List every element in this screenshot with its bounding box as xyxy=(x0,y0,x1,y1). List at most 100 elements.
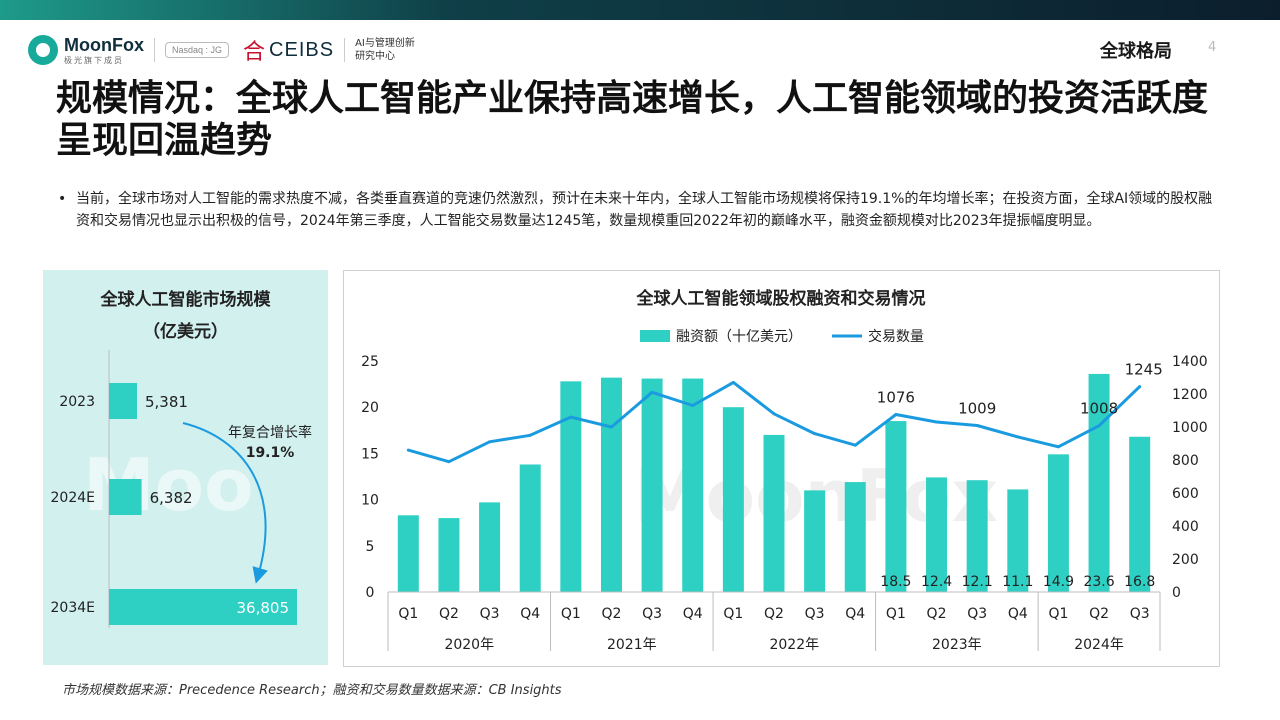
legend-line-label: 交易数量 xyxy=(868,328,924,345)
deal-count-point xyxy=(650,390,654,394)
x-quarter-label: Q1 xyxy=(398,606,418,622)
market-size-bar xyxy=(109,589,297,625)
funding-bar xyxy=(438,518,460,592)
funding-value-label: 14.9 xyxy=(1043,574,1074,590)
y-right-tick-label: 1000 xyxy=(1172,420,1208,436)
deal-count-point xyxy=(772,412,776,416)
bullet-icon: • xyxy=(58,191,67,207)
x-year-label: 2021年 xyxy=(607,637,657,653)
funding-bar xyxy=(682,378,704,592)
deal-count-point xyxy=(1056,445,1060,449)
funding-bar xyxy=(1047,454,1069,592)
market-size-category-label: 2024E xyxy=(51,490,95,506)
deal-count-label: 1076 xyxy=(877,388,915,406)
y-left-tick-label: 10 xyxy=(361,493,379,509)
funding-bar xyxy=(722,407,744,592)
funding-bar xyxy=(804,490,826,592)
x-quarter-label: Q2 xyxy=(927,606,947,622)
moonfox-logo-icon xyxy=(28,35,58,65)
deal-count-point xyxy=(528,433,532,437)
x-quarter-label: Q4 xyxy=(1008,606,1028,622)
deal-count-point xyxy=(1016,435,1020,439)
funding-bar xyxy=(600,377,622,592)
summary-text: 当前，全球市场对人工智能的需求热度不减，各类垂直赛道的竞速仍然激烈，预计在未来十… xyxy=(76,191,1213,229)
funding-bar xyxy=(885,421,907,592)
y-left-tick-label: 5 xyxy=(366,539,375,555)
x-year-label: 2022年 xyxy=(769,637,819,653)
deal-count-point xyxy=(691,404,695,408)
funding-bar xyxy=(479,502,501,592)
deal-count-point xyxy=(609,425,613,429)
x-year-label: 2023年 xyxy=(932,637,982,653)
funding-value-label: 11.1 xyxy=(1002,574,1033,590)
x-quarter-label: Q4 xyxy=(845,606,865,622)
legend-bar-label: 融资额（十亿美元） xyxy=(676,329,802,345)
funding-bar xyxy=(966,480,988,592)
x-quarter-label: Q2 xyxy=(602,606,622,622)
market-size-bar xyxy=(109,479,142,515)
x-quarter-label: Q3 xyxy=(1130,606,1150,622)
deal-count-label: 1009 xyxy=(958,400,996,418)
partner-subtitle-line2: 研究中心 xyxy=(355,51,396,62)
funding-bar xyxy=(844,482,866,592)
x-quarter-label: Q3 xyxy=(642,606,662,622)
x-quarter-label: Q3 xyxy=(805,606,825,622)
ceibs-logo-icon: 合 xyxy=(243,40,266,65)
market-size-value-label: 5,381 xyxy=(145,393,188,411)
investment-panel: MoonFox 全球人工智能领域股权融资和交易情况 融资额（十亿美元） 交易数量… xyxy=(343,270,1220,667)
deal-count-point xyxy=(975,424,979,428)
top-banner xyxy=(0,0,1280,20)
partner-name: CEIBS xyxy=(269,38,335,61)
y-right-tick-label: 800 xyxy=(1172,453,1199,469)
funding-bar xyxy=(763,434,785,592)
cagr-label: 年复合增长率 xyxy=(228,424,312,441)
y-right-tick-label: 0 xyxy=(1172,585,1181,601)
deal-count-label: 1008 xyxy=(1080,400,1118,418)
deal-count-point xyxy=(1138,385,1142,389)
x-quarter-label: Q1 xyxy=(561,606,581,622)
partner-divider xyxy=(344,38,346,62)
market-size-panel: 全球人工智能市场规模 （亿美元） Moo 2023 5,381 2024E 6,382… xyxy=(43,270,328,665)
funding-value-label: 18.5 xyxy=(880,574,911,590)
y-right-tick-label: 200 xyxy=(1172,552,1199,568)
x-quarter-label: Q2 xyxy=(764,606,784,622)
deal-count-label: 1245 xyxy=(1125,361,1163,379)
y-left-tick-label: 0 xyxy=(366,585,375,601)
market-size-category-label: 2023 xyxy=(59,394,95,410)
x-quarter-label: Q1 xyxy=(1048,606,1068,622)
source-note: 市场规模数据来源：Precedence Research；融资和交易数量数据来源… xyxy=(62,683,562,698)
logo-divider xyxy=(153,38,155,62)
market-size-title-line1: 全球人工智能市场规模 xyxy=(100,290,271,310)
y-left-tick-label: 15 xyxy=(361,446,379,462)
brand-name: MoonFox xyxy=(64,34,144,55)
x-quarter-label: Q2 xyxy=(1089,606,1109,622)
header-logos: MoonFox 极光旗下成员 Nasdaq : JG 合 CEIBS AI与管理… xyxy=(28,30,415,70)
deal-count-point xyxy=(447,460,451,464)
y-left-tick-label: 20 xyxy=(361,400,379,416)
partner-subtitle: AI与管理创新 研究中心 xyxy=(355,37,415,63)
funding-bar xyxy=(397,515,419,592)
funding-bar xyxy=(926,477,948,592)
y-right-tick-label: 400 xyxy=(1172,519,1199,535)
deal-count-point xyxy=(488,440,492,444)
x-quarter-label: Q4 xyxy=(683,606,703,622)
x-year-label: 2020年 xyxy=(444,637,494,653)
x-quarter-label: Q1 xyxy=(723,606,743,622)
x-year-label: 2024年 xyxy=(1074,637,1124,653)
funding-bar xyxy=(641,378,663,592)
deal-count-point xyxy=(406,448,410,452)
investment-chart-title: 全球人工智能领域股权融资和交易情况 xyxy=(636,288,926,309)
x-quarter-label: Q2 xyxy=(439,606,459,622)
market-size-title: 全球人工智能市场规模 （亿美元） xyxy=(43,284,328,348)
x-quarter-label: Q3 xyxy=(967,606,987,622)
deal-count-point xyxy=(731,380,735,384)
deal-count-point xyxy=(569,415,573,419)
market-size-title-line2: （亿美元） xyxy=(143,322,228,342)
x-quarter-label: Q4 xyxy=(520,606,540,622)
funding-value-label: 12.1 xyxy=(962,574,993,590)
funding-value-label: 23.6 xyxy=(1083,574,1114,590)
page-number: 4 xyxy=(1208,40,1217,55)
market-size-value-label: 6,382 xyxy=(150,489,193,507)
funding-bar xyxy=(560,381,582,592)
